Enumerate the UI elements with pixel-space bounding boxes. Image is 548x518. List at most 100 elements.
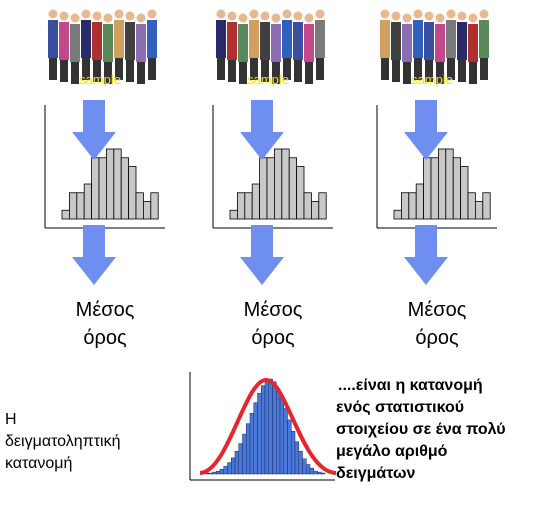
person-body [216, 20, 226, 58]
histogram-bar [302, 458, 307, 475]
histogram-bar [291, 431, 296, 475]
person-head [238, 13, 248, 23]
histogram-bar [296, 166, 305, 220]
person-body [271, 24, 281, 62]
person-body [402, 24, 412, 62]
histogram-bar [135, 192, 144, 220]
description-line: στοιχείου σε ένα πολύ [336, 421, 506, 438]
person-body [282, 20, 292, 58]
histogram-bar [474, 201, 484, 220]
person-body [238, 24, 248, 62]
person-legs [403, 62, 411, 84]
person-body [147, 20, 157, 58]
histogram-bar [61, 209, 70, 220]
person-legs [447, 58, 455, 80]
person-head [424, 11, 434, 21]
mean-label: Μέσος [408, 299, 467, 321]
histogram-bar [219, 469, 224, 475]
person-head [70, 13, 80, 23]
histogram-bar [467, 192, 476, 220]
histogram-bar [430, 157, 439, 220]
person-head [413, 9, 423, 19]
arrow [72, 225, 116, 285]
person-legs [228, 60, 236, 82]
histogram-bar [423, 157, 432, 220]
person-head [114, 9, 124, 19]
description-line: ....είναι η κατανομή [338, 377, 483, 394]
histogram-bar [257, 393, 262, 475]
histogram-bar [236, 192, 246, 220]
person-body [304, 24, 314, 62]
person-legs [126, 60, 134, 82]
person-legs [294, 60, 302, 82]
sample-label: sample [247, 72, 289, 87]
person-legs [250, 58, 258, 80]
person-body [70, 24, 80, 62]
histogram-bar [452, 157, 462, 220]
person-body [114, 20, 124, 58]
person-legs [115, 58, 123, 80]
histogram-bar [460, 166, 469, 220]
histogram-bar [223, 466, 228, 475]
person-body [249, 20, 259, 58]
person-head [304, 13, 314, 23]
person-legs [480, 58, 488, 80]
histogram-bar [321, 472, 326, 475]
person-head [271, 13, 281, 23]
title-line: δειγματοληπτική [5, 433, 120, 450]
histogram-bar [288, 157, 298, 220]
mean-label: Μέσος [76, 299, 135, 321]
histogram-bar [76, 192, 85, 220]
person-body [446, 20, 456, 58]
sample-label: sample [79, 72, 121, 87]
histogram-bar [251, 183, 260, 220]
person-body [59, 22, 69, 60]
person-head [293, 11, 303, 21]
histogram-bar [317, 471, 322, 475]
person-head [59, 11, 69, 21]
person-legs [148, 58, 156, 80]
histogram-bar [309, 468, 314, 475]
person-body [103, 24, 113, 62]
histogram-bar [98, 157, 107, 220]
histogram-bar [482, 192, 491, 220]
person-head [103, 13, 113, 23]
person-head [249, 9, 259, 19]
histogram-bar [437, 148, 447, 220]
histogram-bar [318, 192, 327, 220]
histogram-bar [313, 470, 318, 475]
person-legs [272, 62, 280, 84]
person-body [468, 24, 478, 62]
histogram-bar [393, 209, 402, 220]
histogram-bar [69, 192, 78, 220]
histogram-bar [273, 148, 283, 220]
person-legs [392, 60, 400, 82]
person-body [136, 24, 146, 62]
person-body [380, 20, 390, 58]
person-head [457, 11, 467, 21]
person-body [293, 22, 303, 60]
histogram-bar [150, 192, 159, 220]
histogram-bar [249, 412, 254, 475]
person-head [125, 11, 135, 21]
title-line: κατανομή [5, 455, 72, 472]
histogram-bar [279, 397, 284, 475]
person-legs [283, 58, 291, 80]
person-body [391, 22, 401, 60]
person-body [125, 22, 135, 60]
person-body [227, 22, 237, 60]
description-line: μεγάλο αριθμό [336, 443, 448, 460]
person-legs [425, 60, 433, 82]
person-head [391, 11, 401, 21]
histogram-bar [231, 457, 236, 475]
person-body [413, 20, 423, 58]
person-head [92, 11, 102, 21]
histogram-bar [408, 192, 417, 220]
histogram-bar [208, 472, 213, 475]
person-head [260, 11, 270, 21]
person-body [81, 20, 91, 58]
histogram-bar [128, 166, 137, 220]
title-line: Η [5, 411, 17, 428]
